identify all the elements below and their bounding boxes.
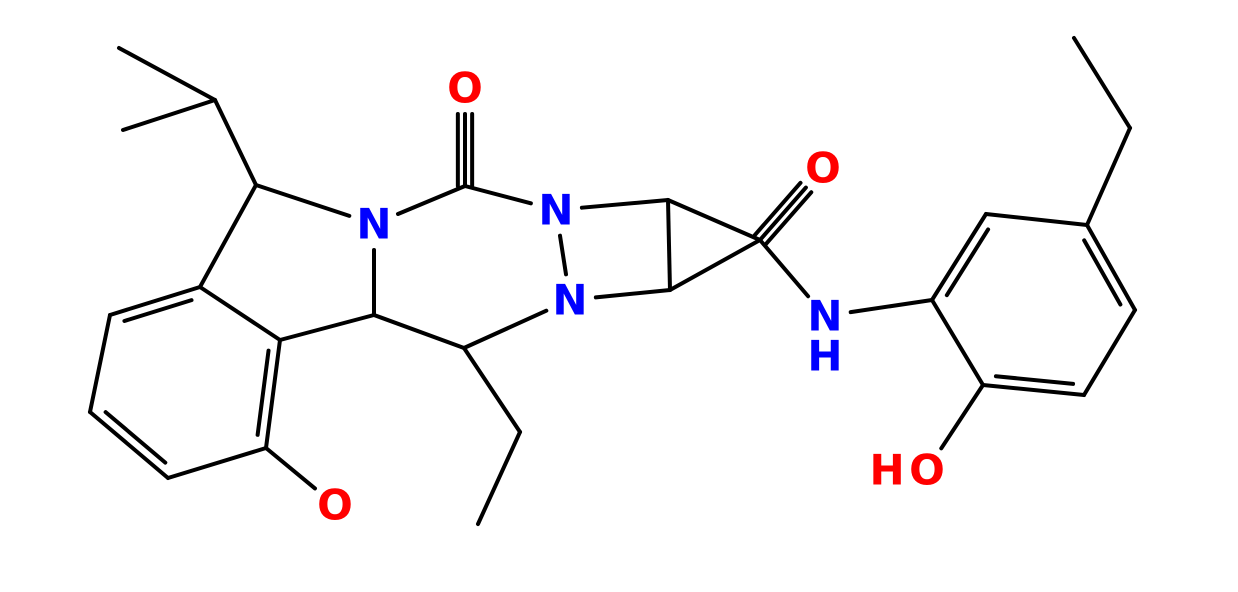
atom-n: N <box>356 200 391 249</box>
atom-o: O <box>447 64 483 113</box>
atom-h: H <box>870 446 905 495</box>
atom-n: N <box>552 276 587 325</box>
atom-o: O <box>317 481 353 530</box>
atom-o: O <box>909 446 945 495</box>
molecule-diagram: ONONNONHOH <box>0 0 1238 592</box>
atom-n: N <box>538 186 573 235</box>
atom-h: H <box>807 331 842 380</box>
atom-o: O <box>805 144 841 193</box>
